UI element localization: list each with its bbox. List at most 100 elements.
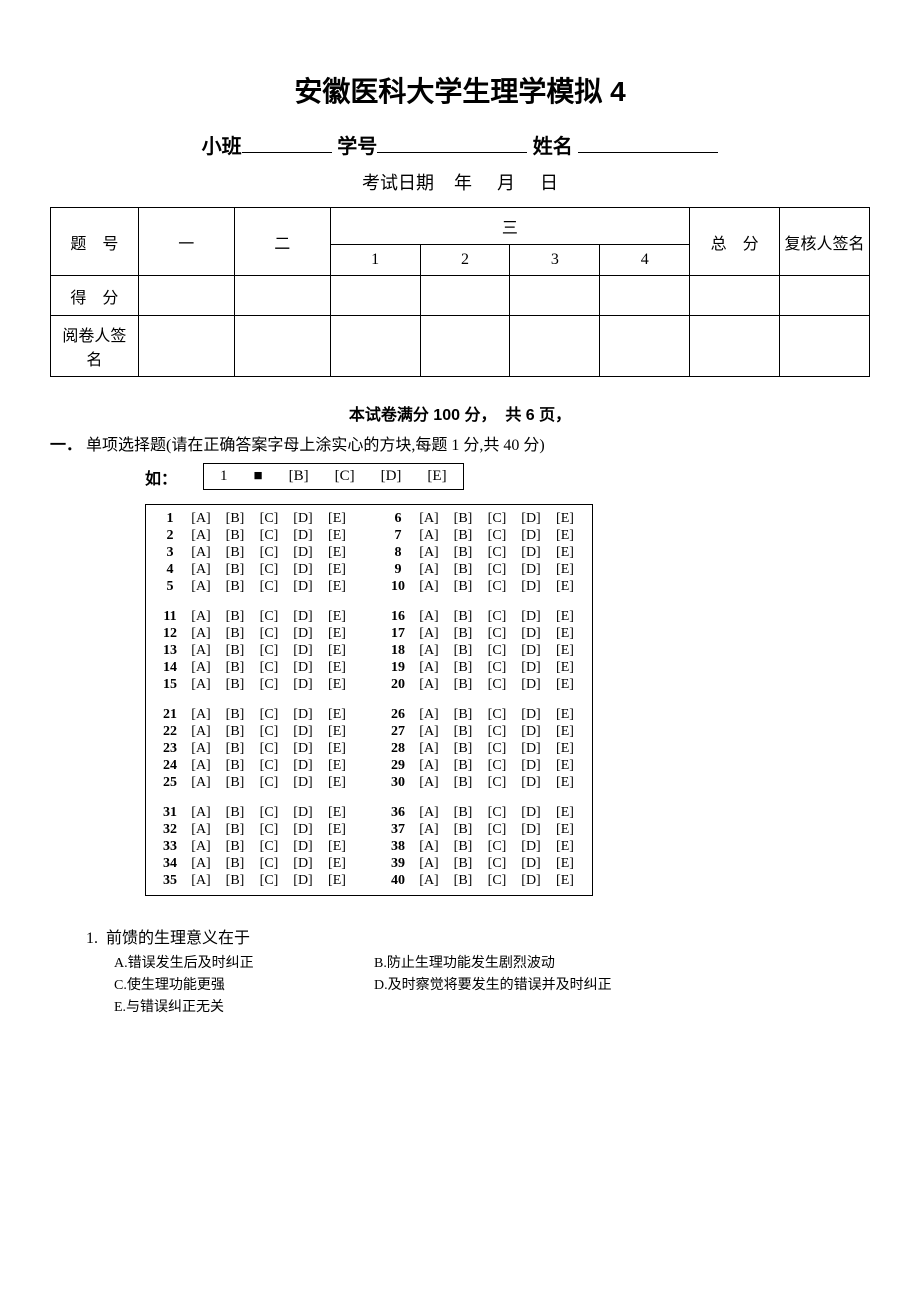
answer-bubble[interactable]: [D] [286,822,320,838]
answer-bubble[interactable]: [E] [320,579,354,595]
answer-bubble[interactable]: [B] [218,562,252,578]
answer-bubble[interactable]: [D] [286,528,320,544]
score-cell[interactable] [780,276,870,316]
answer-bubble[interactable]: [C] [252,707,286,723]
answer-bubble[interactable]: [E] [320,839,354,855]
answer-bubble[interactable]: [A] [412,822,446,838]
answer-bubble[interactable]: [D] [514,839,548,855]
answer-bubble[interactable]: [B] [446,528,480,544]
answer-bubble[interactable]: [B] [218,528,252,544]
answer-bubble[interactable]: [E] [548,839,582,855]
answer-bubble[interactable]: [B] [446,822,480,838]
grader-cell[interactable] [420,316,510,377]
answer-bubble[interactable]: [D] [286,741,320,757]
answer-bubble[interactable]: [D] [514,707,548,723]
answer-bubble[interactable]: [B] [446,724,480,740]
answer-bubble[interactable]: [E] [548,741,582,757]
answer-bubble[interactable]: [B] [218,839,252,855]
answer-bubble[interactable]: [C] [252,626,286,642]
answer-bubble[interactable]: [A] [412,741,446,757]
answer-bubble[interactable]: [C] [252,741,286,757]
answer-bubble[interactable]: [E] [320,724,354,740]
answer-bubble[interactable]: [E] [320,511,354,527]
answer-bubble[interactable]: [D] [514,805,548,821]
answer-bubble[interactable]: [C] [252,758,286,774]
answer-bubble[interactable]: [A] [184,545,218,561]
answer-bubble[interactable]: [C] [252,822,286,838]
answer-bubble[interactable]: [E] [548,822,582,838]
answer-bubble[interactable]: [D] [286,643,320,659]
answer-bubble[interactable]: [B] [446,758,480,774]
answer-bubble[interactable]: [A] [412,775,446,791]
answer-bubble[interactable]: [D] [514,856,548,872]
answer-bubble[interactable]: [D] [286,579,320,595]
answer-bubble[interactable]: [C] [252,873,286,889]
answer-bubble[interactable]: [B] [446,707,480,723]
answer-bubble[interactable]: [C] [252,643,286,659]
answer-bubble[interactable]: [E] [548,562,582,578]
answer-bubble[interactable]: [B] [218,822,252,838]
answer-bubble[interactable]: [A] [412,839,446,855]
answer-bubble[interactable]: [D] [286,775,320,791]
answer-bubble[interactable]: [D] [514,873,548,889]
answer-bubble[interactable]: [A] [184,677,218,693]
score-cell[interactable] [690,276,780,316]
answer-bubble[interactable]: [B] [218,511,252,527]
answer-bubble[interactable]: [B] [218,643,252,659]
answer-bubble[interactable]: [E] [548,528,582,544]
answer-bubble[interactable]: [C] [480,545,514,561]
answer-bubble[interactable]: [D] [286,562,320,578]
answer-bubble[interactable]: [A] [184,511,218,527]
answer-bubble[interactable]: [D] [514,562,548,578]
answer-bubble[interactable]: [E] [320,707,354,723]
answer-bubble[interactable]: [E] [320,677,354,693]
answer-bubble[interactable]: [C] [480,873,514,889]
answer-bubble[interactable]: [E] [320,528,354,544]
answer-bubble[interactable]: [A] [412,643,446,659]
answer-bubble[interactable]: [B] [218,741,252,757]
grader-cell[interactable] [138,316,234,377]
answer-bubble[interactable]: [C] [480,579,514,595]
answer-bubble[interactable]: [B] [446,626,480,642]
answer-bubble[interactable]: [A] [412,724,446,740]
answer-bubble[interactable]: [E] [320,805,354,821]
student-id-blank[interactable] [377,132,527,153]
answer-bubble[interactable]: [D] [286,609,320,625]
answer-bubble[interactable]: [C] [480,758,514,774]
answer-bubble[interactable]: [C] [480,775,514,791]
answer-bubble[interactable]: [B] [446,775,480,791]
q1-choice-d[interactable]: D.及时察觉将要发生的错误并及时纠正 [374,974,612,994]
answer-bubble[interactable]: [D] [514,545,548,561]
answer-bubble[interactable]: [C] [252,805,286,821]
answer-bubble[interactable]: [E] [548,724,582,740]
answer-bubble[interactable]: [E] [548,511,582,527]
answer-bubble[interactable]: [A] [412,511,446,527]
answer-bubble[interactable]: [E] [320,775,354,791]
q1-choice-a[interactable]: A.错误发生后及时纠正 [114,952,374,972]
grader-cell[interactable] [330,316,420,377]
answer-bubble[interactable]: [A] [412,579,446,595]
answer-bubble[interactable]: [A] [412,609,446,625]
answer-bubble[interactable]: [B] [446,873,480,889]
answer-bubble[interactable]: [E] [320,609,354,625]
answer-bubble[interactable]: [B] [218,873,252,889]
answer-bubble[interactable]: [B] [446,805,480,821]
answer-bubble[interactable]: [A] [412,856,446,872]
answer-bubble[interactable]: [B] [446,609,480,625]
q1-choice-e[interactable]: E.与错误纠正无关 [114,996,374,1016]
answer-bubble[interactable]: [B] [218,758,252,774]
score-cell[interactable] [420,276,510,316]
answer-bubble[interactable]: [D] [514,775,548,791]
q1-choice-b[interactable]: B.防止生理功能发生剧烈波动 [374,952,555,972]
answer-bubble[interactable]: [A] [184,856,218,872]
answer-bubble[interactable]: [C] [252,775,286,791]
answer-bubble[interactable]: [D] [286,839,320,855]
answer-bubble[interactable]: [A] [412,528,446,544]
answer-bubble[interactable]: [D] [514,528,548,544]
answer-bubble[interactable]: [E] [548,856,582,872]
answer-bubble[interactable]: [D] [514,579,548,595]
answer-bubble[interactable]: [E] [548,775,582,791]
answer-bubble[interactable]: [A] [412,660,446,676]
answer-bubble[interactable]: [D] [514,643,548,659]
answer-bubble[interactable]: [A] [184,579,218,595]
